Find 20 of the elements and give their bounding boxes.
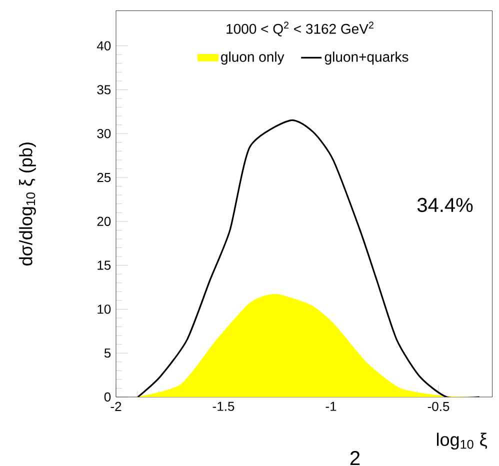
x-tick-label: -1 (326, 402, 336, 411)
annotation: 34.4% (417, 198, 473, 212)
annotation: 1000 < Q$^{2}$ < 3162 GeV$^{2}$ (226, 22, 374, 36)
y-tick-label: 35 (97, 85, 111, 94)
y-tick-label: 10 (98, 304, 111, 314)
x-tick-label: -2 (110, 402, 122, 411)
y-tick-label: 30 (97, 128, 111, 138)
x-tick-label: -1.5 (212, 402, 234, 411)
y-tick-label: 40 (96, 41, 111, 50)
x-axis-title: log$_{10}$ ξ (437, 432, 488, 450)
text: 2 (350, 451, 360, 465)
x-tick-label: -0.5 (428, 402, 450, 412)
y-tick-label: 15 (98, 260, 111, 270)
y-axis-title: dσ/dlog$_{10}$ ξ (pb) (19, 142, 36, 266)
legend-label: gluon+quarks (324, 52, 408, 65)
legend-label: gluon only (221, 52, 284, 65)
y-tick-label: 25 (97, 172, 111, 182)
y-tick-label: 20 (97, 216, 111, 226)
y-tick-label: 0 (104, 392, 111, 402)
y-tick-label: 5 (104, 348, 111, 358)
